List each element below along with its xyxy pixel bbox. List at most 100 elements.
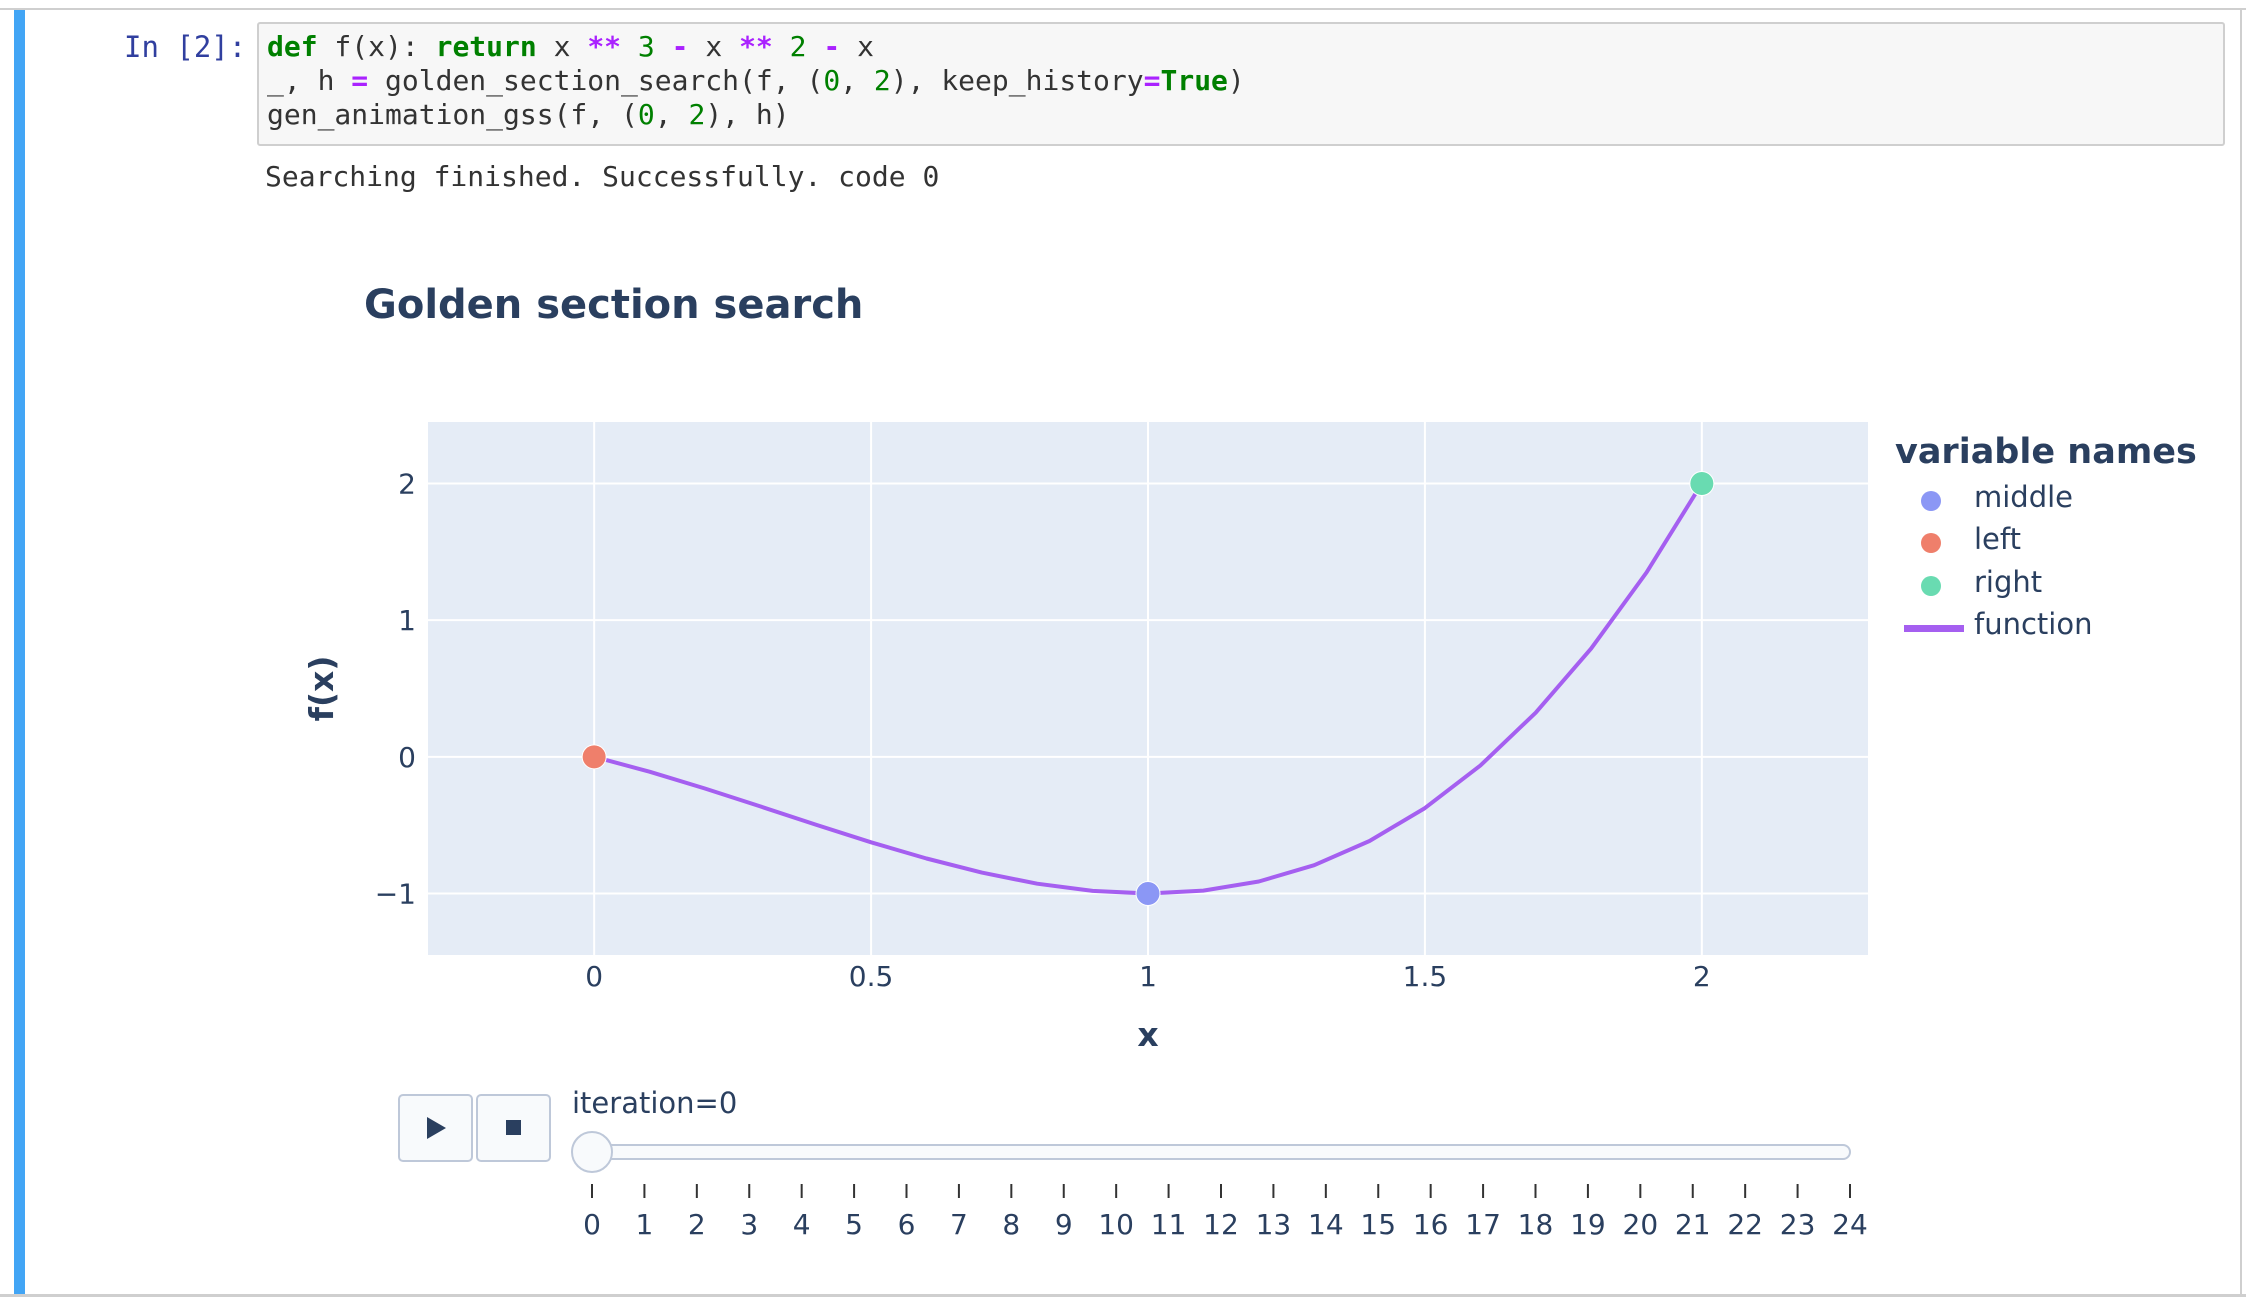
marker-right — [1689, 471, 1715, 496]
code-token: , — [654, 98, 689, 131]
x-tick-label: 1.5 — [1403, 960, 1448, 993]
slider-step-label: 2 — [688, 1208, 706, 1241]
x-tick-label: 2 — [1693, 960, 1711, 993]
legend-item-function[interactable]: function — [1904, 607, 2154, 647]
x-axis-title: x — [1137, 1015, 1158, 1054]
legend-title: variable names — [1895, 432, 2197, 472]
cell-right-border — [2240, 8, 2242, 1297]
slider-step-label: 11 — [1151, 1208, 1187, 1241]
slider-step-label: 19 — [1570, 1208, 1606, 1241]
slider-step-label: 10 — [1098, 1208, 1134, 1241]
cell-output-text: Searching finished. Successfully. code 0 — [265, 160, 940, 193]
slider-step-label: 3 — [740, 1208, 758, 1241]
slider-step-label: 14 — [1308, 1208, 1344, 1241]
legend-line-function — [1904, 625, 1964, 632]
code-token: = — [1143, 64, 1161, 97]
x-tick-label: 1 — [1139, 960, 1157, 993]
legend-item-right[interactable]: right — [1904, 565, 2154, 605]
slider-current-value: iteration=0 — [572, 1086, 738, 1120]
legend-label-middle: middle — [1974, 480, 2074, 514]
code-line-1[interactable]: def f(x): return x ** 3 - x ** 2 - x — [267, 30, 874, 63]
code-token: x — [688, 30, 740, 63]
legend-marker-left — [1921, 533, 1941, 553]
x-tick-label: 0 — [585, 960, 603, 993]
marker-middle — [1135, 881, 1161, 906]
input-prompt: In [2]: — [124, 30, 247, 64]
code-token: 2 — [873, 64, 891, 97]
x-tick-label: 0.5 — [849, 960, 894, 993]
code-token: x — [840, 30, 874, 63]
slider-step-label: 0 — [583, 1208, 601, 1241]
code-token: - — [671, 30, 689, 63]
code-token: gen_animation_gss(f, ( — [267, 98, 638, 131]
marker-left — [581, 744, 607, 770]
play-icon — [427, 1117, 446, 1139]
code-token: f(x): — [317, 30, 436, 63]
slider-step-label: 21 — [1675, 1208, 1711, 1241]
code-token: 0 — [823, 64, 841, 97]
slider-step-label: 22 — [1727, 1208, 1763, 1241]
slider-step-label: 7 — [950, 1208, 968, 1241]
slider-step-label: 24 — [1832, 1208, 1868, 1241]
code-token — [807, 30, 824, 63]
code-token: return — [435, 30, 537, 63]
slider-step-label: 15 — [1360, 1208, 1396, 1241]
slider-step-label: 12 — [1203, 1208, 1239, 1241]
slider-step-label: 23 — [1780, 1208, 1816, 1241]
slider-step-label: 17 — [1465, 1208, 1501, 1241]
function-line — [593, 482, 1704, 896]
legend-marker-right — [1921, 576, 1941, 596]
slider-step-label: 1 — [636, 1208, 654, 1241]
code-token: ), h) — [705, 98, 790, 131]
code-token — [773, 30, 790, 63]
slider-step-label: 4 — [793, 1208, 811, 1241]
slider-step-label: 13 — [1256, 1208, 1292, 1241]
legend-item-left[interactable]: left — [1904, 522, 2154, 562]
slider-step-label: 20 — [1623, 1208, 1659, 1241]
code-token: 2 — [688, 98, 706, 131]
code-token: True — [1160, 64, 1228, 97]
stop-icon — [506, 1120, 521, 1135]
stop-button[interactable] — [476, 1094, 551, 1162]
cell-bottom-border — [0, 1294, 2246, 1297]
legend-item-middle[interactable]: middle — [1904, 480, 2154, 520]
code-token: , — [840, 64, 874, 97]
legend-label-left: left — [1974, 522, 2021, 556]
code-token: x — [536, 30, 588, 63]
legend-marker-middle — [1921, 491, 1941, 511]
code-token: ) — [1227, 64, 1245, 97]
code-token: ** — [587, 30, 622, 63]
code-token: = — [351, 64, 369, 97]
code-token — [621, 30, 638, 63]
legend-label-function: function — [1974, 607, 2093, 641]
code-token: ** — [739, 30, 773, 63]
code-editor[interactable]: def f(x): return x ** 3 - x ** 2 - x _, … — [257, 22, 2225, 146]
code-token: golden_section_search(f, ( — [368, 64, 824, 97]
slider-step-label: 16 — [1413, 1208, 1449, 1241]
code-token: 0 — [637, 98, 655, 131]
y-tick-label: 1 — [398, 604, 416, 637]
code-token: def — [267, 30, 318, 63]
plot-background — [428, 422, 1868, 955]
slider-step-label: 5 — [845, 1208, 863, 1241]
code-token: _, h — [267, 64, 352, 97]
y-tick-label: −1 — [375, 878, 416, 911]
slider-step-label: 9 — [1055, 1208, 1073, 1241]
code-token: 3 — [637, 30, 655, 63]
code-token: 2 — [789, 30, 807, 63]
slider-step-label: 8 — [1002, 1208, 1020, 1241]
slider-rail — [591, 1144, 1851, 1160]
code-token — [655, 30, 672, 63]
y-tick-label: 0 — [398, 741, 416, 774]
code-token: - — [823, 30, 841, 63]
slider-step-label: 18 — [1518, 1208, 1554, 1241]
slider-step-label: 6 — [898, 1208, 916, 1241]
slider-handle[interactable] — [571, 1131, 613, 1173]
code-token: ), keep_history — [890, 64, 1144, 97]
play-button[interactable] — [398, 1094, 473, 1162]
code-line-2[interactable]: _, h = golden_section_search(f, (0, 2), … — [267, 64, 1245, 97]
y-tick-label: 2 — [398, 468, 416, 501]
code-line-3[interactable]: gen_animation_gss(f, (0, 2), h) — [267, 98, 790, 131]
